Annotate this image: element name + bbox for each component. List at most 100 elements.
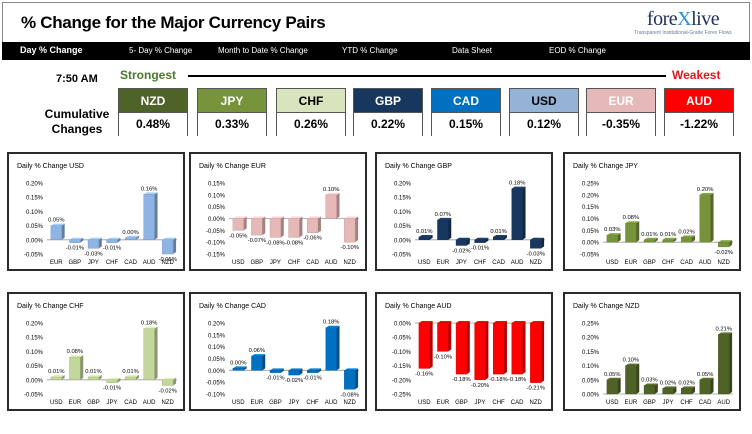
data-label: -0.01%: [66, 246, 84, 252]
y-tick-label: 0.15%: [26, 196, 44, 202]
bar-top: [437, 217, 452, 220]
tab-data-sheet[interactable]: Data Sheet: [452, 46, 493, 55]
currency-name: EUR: [587, 89, 655, 113]
data-label: -0.01%: [471, 246, 489, 252]
chart-panel-eur: Daily % Change EUR 0.15% 0.10% 0.05% 0.00% -0…: [189, 152, 367, 271]
bar-side: [117, 237, 121, 243]
bar-side: [636, 221, 640, 243]
y-tick-label: 0.20%: [26, 322, 44, 328]
data-label: 0.01%: [641, 232, 657, 238]
data-label: -0.18%: [508, 377, 526, 383]
y-tick-label: 0.00%: [394, 238, 412, 244]
bar-chf: [492, 322, 505, 375]
data-label: -0.05%: [159, 257, 177, 263]
data-label: 0.01%: [416, 229, 432, 235]
y-tick-label: 0.05%: [26, 224, 44, 230]
bar-top: [511, 186, 526, 189]
data-label: 0.02%: [660, 380, 676, 386]
currency-box-usd: USD 0.12%: [509, 88, 579, 136]
currency-cumulative-value: 0.33%: [198, 113, 266, 136]
bar-nzd: [530, 239, 542, 249]
cumulative-changes-label: Cumulative Changes: [44, 107, 110, 136]
x-tick-label: AUD: [143, 400, 156, 406]
bar-side: [710, 192, 714, 243]
x-tick-label: CAD: [124, 260, 137, 266]
bar-top: [325, 325, 340, 328]
bar-top: [88, 374, 102, 377]
x-tick-label: GBP: [69, 260, 82, 266]
currency-cumulative-value: 0.12%: [510, 113, 578, 136]
x-tick-label: USD: [232, 400, 245, 406]
bar-top: [681, 235, 695, 238]
x-tick-label: USD: [50, 400, 63, 406]
page-title: % Change for the Major Currency Pairs: [21, 13, 326, 32]
currency-cumulative-value: 0.48%: [119, 113, 187, 136]
x-tick-label: GBP: [251, 260, 264, 266]
x-tick-label: NZD: [162, 260, 175, 266]
currency-box-jpy: JPY 0.33%: [197, 88, 267, 136]
tab-ytd-change[interactable]: YTD % Change: [342, 46, 398, 55]
chart-panel-aud: Daily % Change AUD 0.00% -0.05% -0.10% -0.15…: [375, 292, 553, 411]
tab-5-day-change[interactable]: 5- Day % Change: [129, 46, 193, 55]
x-tick-label: JPY: [288, 400, 299, 406]
bar-side: [673, 386, 677, 394]
tab-day-change[interactable]: Day % Change: [20, 45, 83, 55]
x-tick-label: AUD: [143, 260, 156, 266]
bar-top: [325, 192, 340, 195]
y-tick-label: -0.05%: [206, 381, 226, 387]
data-label: -0.02%: [452, 248, 470, 254]
y-tick-label: -0.10%: [206, 241, 226, 247]
bar-cad: [492, 236, 505, 240]
bar-side: [541, 237, 545, 249]
currency-box-eur: EUR -0.35%: [586, 88, 656, 136]
bar-side: [429, 234, 433, 240]
chart-panel-chf: Daily % Change CHF 0.20% 0.15% 0.10% 0.05% 0.…: [7, 292, 185, 411]
tab-month-to-date-change[interactable]: Month to Date % Change: [218, 46, 308, 55]
weakest-label: Weakest: [672, 68, 721, 82]
chart-title: Daily % Change EUR: [199, 163, 266, 170]
bar-side: [691, 386, 695, 394]
x-tick-label: CHF: [288, 260, 301, 266]
bar-gbp: [643, 239, 656, 243]
bar-side: [636, 363, 640, 394]
bar-side: [135, 374, 139, 380]
bar-side: [336, 325, 340, 371]
y-tick-label: 0.20%: [582, 193, 600, 199]
x-tick-label: JPY: [456, 260, 467, 266]
bar-eur: [251, 355, 263, 371]
bar-cad: [511, 322, 523, 375]
bar-side: [154, 326, 158, 380]
bar-top: [644, 237, 658, 240]
bar-top: [418, 321, 433, 323]
x-tick-label: CAD: [699, 400, 712, 406]
x-tick-label: AUD: [325, 260, 338, 266]
bar-top: [125, 235, 139, 238]
chart-title: Daily % Change USD: [17, 163, 84, 170]
data-label: 0.02%: [678, 380, 694, 386]
currency-name: NZD: [119, 89, 187, 113]
bar-side: [317, 368, 321, 373]
bar-side: [299, 216, 303, 238]
chart-title: Daily % Change GBP: [385, 163, 452, 170]
bar-side: [317, 216, 321, 233]
y-tick-label: -0.05%: [580, 253, 600, 259]
bar-side: [243, 216, 247, 231]
bar-gbp: [87, 376, 100, 380]
bar-side: [173, 237, 177, 254]
bar-side: [654, 237, 658, 243]
y-tick-label: 0.10%: [394, 210, 412, 216]
data-label: 0.06%: [249, 348, 265, 354]
tab-eod-change[interactable]: EOD % Change: [549, 46, 606, 55]
currency-box-nzd: NZD 0.48%: [118, 88, 188, 136]
data-label: 0.01%: [85, 369, 101, 375]
bar-side: [299, 368, 303, 376]
x-tick-label: USD: [418, 400, 431, 406]
bar-top: [474, 237, 489, 240]
bar-side: [673, 237, 677, 243]
x-tick-label: USD: [232, 260, 245, 266]
bar-top: [162, 377, 177, 380]
bar-chart: Daily % Change USD 0.20% 0.15% 0.10% 0.05% 0.…: [17, 163, 177, 266]
forexlive-logo[interactable]: foreXlive Transparent Institutional-Grad…: [633, 9, 733, 39]
y-tick-label: -0.05%: [392, 253, 412, 259]
bar-chf: [662, 239, 674, 243]
